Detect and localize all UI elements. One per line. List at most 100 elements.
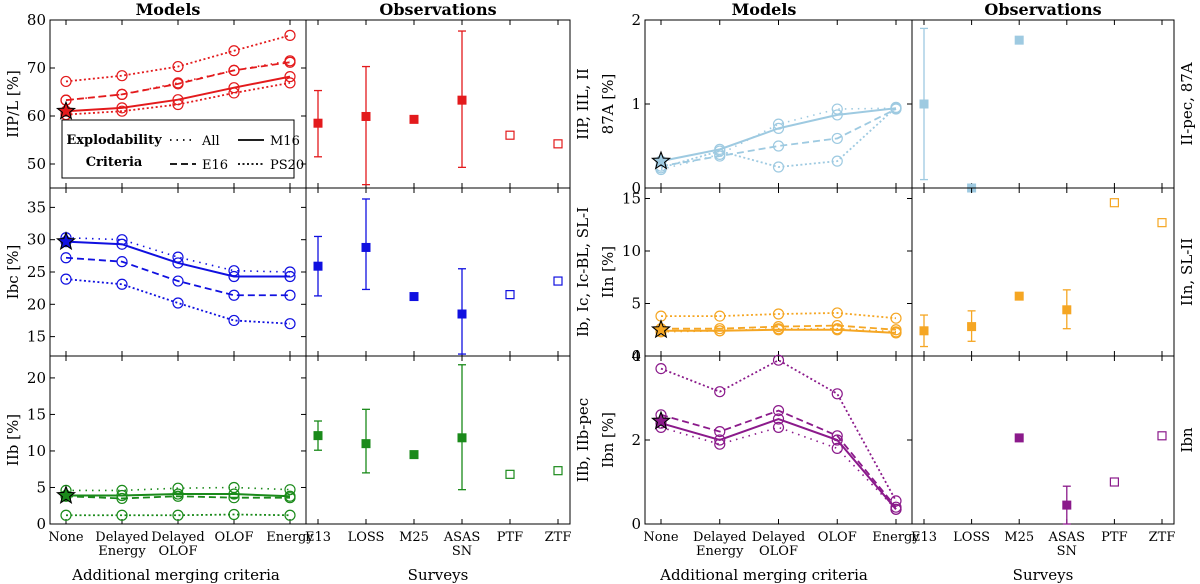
x-tick-label: Energy [98,544,146,559]
x-tick-label: Energy [696,544,744,559]
series-line [661,324,897,331]
star-marker [55,100,77,120]
series-point [172,78,184,90]
survey-tick-label: LOSS [348,530,385,545]
series-point [890,312,902,324]
series-point [714,386,726,398]
series-point [284,56,296,68]
series-point [831,155,843,167]
observation-marker [919,326,929,336]
y-tick-label: 70 [27,59,46,77]
y-tick-label: 10 [622,242,641,260]
series-point [228,64,240,77]
survey-tick-label: M25 [399,530,429,545]
survey-tick-label: SN [1057,544,1077,559]
series-line [660,107,897,163]
series-point [714,310,726,322]
xlabel-surveys-right: Surveys [1013,566,1074,584]
observation-class-label: Ibn [1178,427,1196,453]
star-marker [650,319,672,339]
survey-tick-label: ZTF [545,530,572,545]
series-point [116,238,128,250]
series-point [890,101,902,113]
survey-tick-label: E13 [305,530,331,545]
series-point [228,270,240,283]
survey-tick-label: M25 [1004,530,1034,545]
series-line [65,34,291,83]
series-line [661,328,897,334]
y-tick-label: 15 [622,190,641,208]
series-line [660,108,897,168]
series-point [890,501,902,513]
observation-marker [1014,433,1024,443]
series-line [65,495,290,500]
y-tick-label: 0 [631,347,641,365]
series-point [172,297,184,309]
series-point [172,94,184,106]
observation-class-label: IIP, IIL, II [574,68,592,140]
series-point [772,354,785,366]
observation-marker [1014,291,1024,301]
survey-tick-label: E13 [911,530,937,545]
legend-label: PS20 [270,158,304,173]
observation-marker-open [553,139,563,149]
y-tick-label: 20 [27,295,46,313]
series-point [831,103,843,115]
series-point [772,308,785,320]
series-point [284,270,296,283]
series-line [660,417,897,510]
series-line [65,81,291,116]
observation-marker-open [553,276,563,286]
series-line [66,513,291,517]
star-marker [55,484,77,505]
x-tick-label: Energy [266,530,314,545]
observation-class-label: IIn, SL-II [1178,238,1196,306]
y-tick-label: 35 [27,198,46,216]
survey-tick-label: ZTF [1149,530,1176,545]
observation-marker-open [553,466,563,476]
series-point [228,508,240,521]
header-models-right: Models [732,0,797,19]
series-line [65,75,291,113]
observation-class-label: II-pec, 87A [1178,62,1196,145]
series-point [284,484,296,496]
series-point [228,82,240,94]
observation-class-label: Ib, Ic, Ic-BL, SL-I [574,207,592,337]
x-tick-label: OLOF [159,544,198,559]
series-point [831,430,843,442]
series-point [228,87,240,99]
observation-class-label: IIb, IIb-pec [574,398,592,482]
survey-tick-label: SN [452,544,472,559]
series-point [116,105,128,117]
series-line [65,61,291,102]
series-point [831,388,843,400]
observation-marker-open [1157,218,1167,228]
series-line [661,312,897,320]
y-axis-label: Ibn [%] [599,412,617,468]
star-marker [650,150,672,170]
observation-marker [313,431,323,441]
series-point [172,275,184,287]
series-point [228,492,240,504]
y-tick-label: 5 [631,295,641,313]
survey-tick-label: PTF [1101,530,1127,545]
y-axis-label: Ibc [%] [4,245,22,300]
legend-title: Criteria [86,155,143,170]
star-marker [650,410,672,430]
model-panel-frame [49,187,307,357]
y-tick-label: 1 [631,95,641,113]
y-tick-label: 0 [631,515,641,533]
observation-panel-frame [911,355,1175,525]
y-tick-label: 15 [27,328,46,346]
series-line [660,106,897,169]
header-models-left: Models [136,0,201,19]
observation-marker [457,95,467,105]
series-line [65,240,290,278]
series-line [660,409,897,508]
observation-marker-open [1109,198,1120,208]
series-point [172,509,184,521]
series-point [831,132,843,145]
series-point [284,71,296,83]
